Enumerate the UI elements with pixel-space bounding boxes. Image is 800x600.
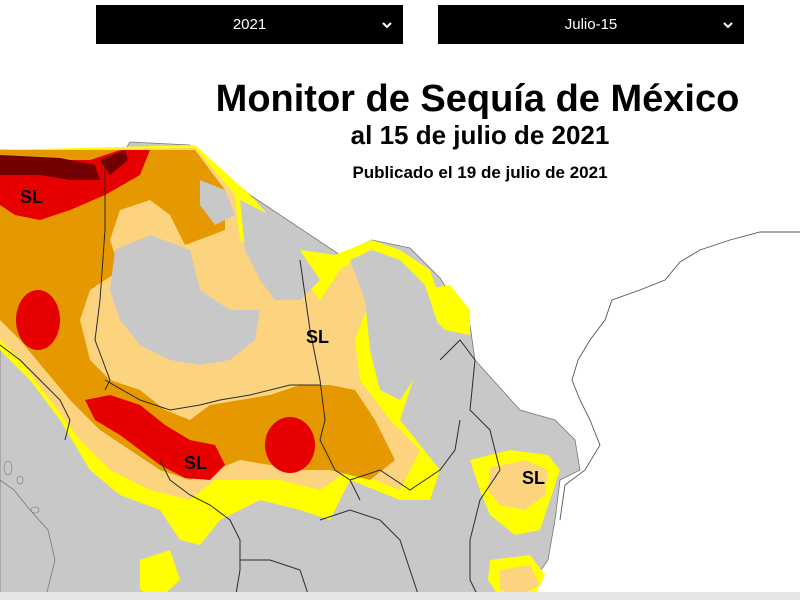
year-select[interactable]: 2021 <box>96 5 403 44</box>
land-baja-coast <box>0 479 56 600</box>
date-select[interactable]: Julio-15 <box>438 5 744 44</box>
region-label: SL <box>306 327 329 347</box>
map-subtitle: al 15 de julio de 2021 <box>350 120 610 150</box>
islands <box>3 460 40 514</box>
bottom-scrollbar[interactable] <box>0 592 800 600</box>
drought-map: SL SL SL SL <box>0 141 800 600</box>
sl-labels: SL SL SL SL <box>20 187 545 488</box>
year-select-value: 2021 <box>232 16 267 33</box>
state-borders <box>0 160 501 600</box>
chevron-down-icon <box>382 21 392 28</box>
map-published-date: Publicado el 19 de julio de 2021 <box>352 163 608 182</box>
region-label: SL <box>184 453 207 473</box>
drought-d4-layer <box>0 150 128 180</box>
coastline-usa <box>559 231 800 521</box>
date-select-value: Julio-15 <box>564 16 618 33</box>
no-drought-interior <box>110 180 440 400</box>
region-label: SL <box>522 468 545 488</box>
chevron-down-icon <box>723 21 733 28</box>
map-title: Monitor de Sequía de México <box>215 78 740 120</box>
region-label: SL <box>20 187 43 207</box>
